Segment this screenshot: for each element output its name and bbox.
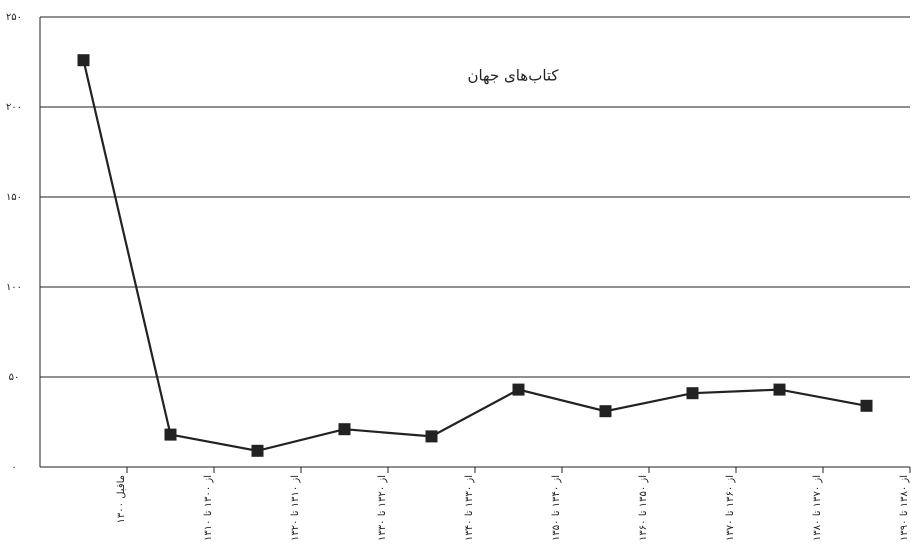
x-tick-label: از ۱۳۲۰ تا ۱۳۳۰ xyxy=(377,475,388,541)
y-tick-label: ۵۰ xyxy=(9,372,20,383)
y-tick-label: ۱۰۰ xyxy=(6,282,22,293)
x-tick-label: از ۱۳۳۰ تا ۱۳۴۰ xyxy=(464,475,475,541)
y-tick-label: ۱۵۰ xyxy=(6,192,22,203)
point-marker xyxy=(425,430,438,443)
series-line xyxy=(82,59,867,452)
point-marker xyxy=(860,399,873,412)
y-tick-label: ۲۵۰ xyxy=(6,12,22,23)
point-marker xyxy=(338,423,351,436)
point-marker xyxy=(77,54,90,67)
x-tick-label: ماقبل ۱۳۰۰ xyxy=(116,475,127,523)
x-tick-label: از ۱۳۱۰ تا ۱۳۲۰ xyxy=(290,475,301,541)
point-marker xyxy=(773,383,786,396)
y-tick-label: ۲۰۰ xyxy=(6,102,22,113)
point-marker xyxy=(686,387,699,400)
x-tick-label: از ۱۳۰۰ تا ۱۳۱۰ xyxy=(203,475,214,541)
y-tick-label: ۰ xyxy=(11,462,16,473)
point-marker xyxy=(599,405,612,418)
x-tick-label: از ۱۳۸۰ تا ۱۳۹۰ xyxy=(899,475,910,541)
chart-title: کتاب‌های جهان xyxy=(467,67,559,85)
point-marker xyxy=(164,428,177,441)
point-marker xyxy=(512,383,525,396)
x-tick-label: از ۱۳۷۰ تا ۱۳۸۰ xyxy=(812,475,823,541)
x-tick-label: از ۱۳۵۰ تا ۱۳۶۰ xyxy=(638,475,649,541)
x-tick-label: از ۱۳۴۰ تا ۱۳۵۰ xyxy=(551,475,562,541)
x-tick-label: از ۱۳۶۰ تا ۱۳۷۰ xyxy=(725,475,736,541)
point-marker xyxy=(251,444,264,457)
